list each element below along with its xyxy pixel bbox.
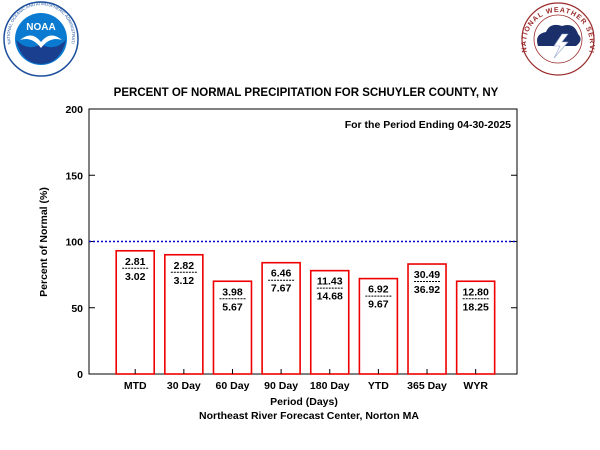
normal-value: 14.68 — [317, 291, 343, 303]
nws-logo-lightning — [553, 33, 569, 59]
observed-value: 2.81 — [125, 256, 146, 268]
normal-value: 7.67 — [271, 283, 292, 295]
normal-value: 18.25 — [463, 301, 489, 313]
y-tick-label: 150 — [65, 170, 83, 182]
x-tick-label: 90 Day — [264, 380, 298, 392]
nws-logo: NATIONAL WEATHER SERVICE — [0, 0, 595, 76]
chart-title: PERCENT OF NORMAL PRECIPITATION FOR SCHU… — [114, 87, 499, 99]
y-axis: 0 50 100 150 200 — [65, 104, 517, 381]
observed-value: 30.49 — [414, 269, 440, 281]
normal-value: 9.67 — [368, 299, 389, 311]
y-tick-label: 100 — [65, 237, 83, 249]
x-tick-label: 180 Day — [310, 380, 350, 392]
x-tick-label: YTD — [368, 380, 389, 392]
x-tick-label: WYR — [463, 380, 488, 392]
y-tick-label: 0 — [77, 369, 83, 381]
observed-value: 12.80 — [463, 286, 489, 298]
normal-value: 5.67 — [222, 301, 243, 313]
observed-value: 6.46 — [271, 268, 292, 280]
normal-value: 3.12 — [174, 275, 195, 287]
observed-value: 11.43 — [317, 276, 343, 288]
noaa-logo: NOAA NATIONAL OCEANIC AND ATMOSPHERIC AD… — [0, 0, 79, 77]
x-tick-label: 60 Day — [216, 380, 250, 392]
x-axis: MTD 30 Day 60 Day 90 Day 180 Day YTD 365 Day WY… — [124, 369, 488, 392]
noaa-logo-gull — [20, 35, 62, 48]
y-tick-label: 200 — [65, 104, 83, 116]
bar-value-labels: 2.81 3.02 2.82 3.12 3.98 5.67 6.46 7.67 11.43 14.… — [122, 256, 489, 313]
nws-ring-text: NATIONAL WEATHER SERVICE — [0, 0, 595, 54]
y-axis-label: Percent of Normal (%) — [38, 187, 50, 297]
nws-logo-cloud — [537, 24, 581, 46]
x-tick-label: 30 Day — [167, 380, 201, 392]
noaa-wordmark: NOAA — [26, 22, 55, 33]
x-tick-label: 365 Day — [407, 380, 447, 392]
x-axis-label: Period (Days) — [270, 396, 338, 408]
noaa-logo-bird — [16, 40, 66, 64]
bar-mtd — [115, 249, 156, 375]
chart-subtitle: For the Period Ending 04-30-2025 — [345, 119, 511, 131]
observed-value: 2.82 — [174, 260, 195, 272]
normal-value: 36.92 — [414, 284, 440, 296]
x-tick-label: MTD — [124, 380, 147, 392]
normal-value: 3.02 — [125, 271, 146, 283]
y-tick-label: 50 — [71, 303, 83, 315]
source-credit: Northeast River Forecast Center, Norton … — [199, 410, 419, 422]
observed-value: 3.98 — [222, 286, 243, 298]
observed-value: 6.92 — [368, 284, 389, 296]
